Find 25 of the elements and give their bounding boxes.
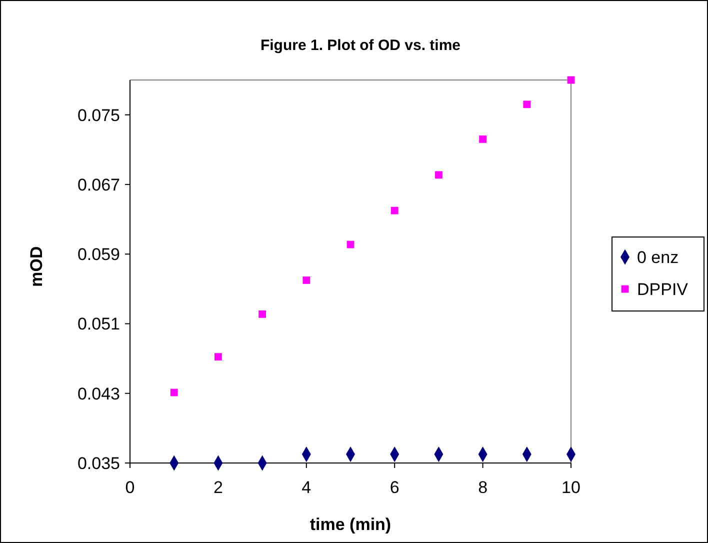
y-tick-label: 0.043 (77, 384, 120, 404)
y-tick-label: 0.059 (77, 245, 120, 264)
point (434, 171, 442, 179)
x-tick-label: 8 (478, 478, 488, 497)
y-tick-label: 0.051 (77, 314, 120, 334)
x-tick-label: 6 (390, 478, 400, 497)
point (214, 353, 222, 361)
y-axis-title: mOD (27, 246, 46, 287)
point (523, 100, 531, 108)
point (170, 388, 178, 396)
x-axis-title: time (min) (310, 515, 392, 534)
y-tick-label: 0.067 (77, 175, 120, 194)
legend-label: DPPIV (637, 280, 689, 299)
x-tick-label: 2 (213, 478, 223, 497)
x-tick-label: 4 (302, 478, 312, 497)
chart-title: Figure 1. Plot of OD vs. time (260, 37, 461, 54)
y-tick-label: 0.035 (77, 454, 120, 473)
x-tick-label: 10 (562, 478, 580, 497)
point (258, 310, 266, 318)
y-tick-label: 0.075 (77, 106, 120, 125)
point (390, 206, 398, 214)
legend-label: 0 enz (637, 248, 679, 267)
point (302, 276, 310, 284)
x-tick-label: 0 (125, 478, 135, 497)
point (479, 135, 487, 143)
